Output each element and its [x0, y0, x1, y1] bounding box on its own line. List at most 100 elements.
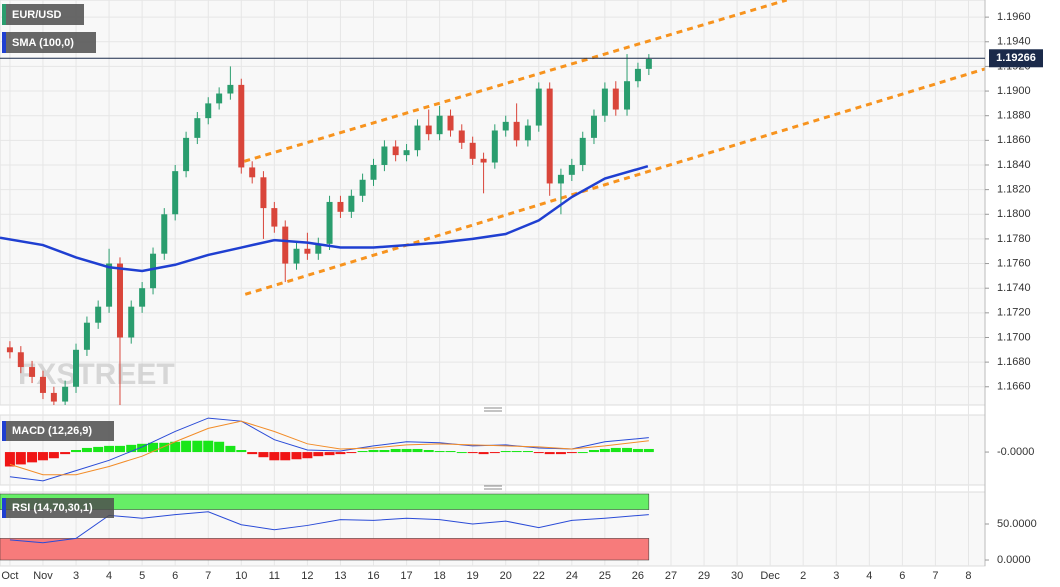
macd-histogram-bar — [522, 451, 533, 453]
macd-histogram-bar — [379, 450, 390, 453]
x-tick-label: 30 — [731, 570, 743, 582]
macd-histogram-bar — [269, 452, 280, 461]
candle-body — [612, 88, 619, 110]
x-tick-label: 27 — [665, 570, 677, 582]
candle-body — [6, 347, 13, 353]
candle-body — [271, 208, 278, 227]
x-tick-label: 4 — [106, 570, 112, 582]
macd-histogram-bar — [544, 452, 555, 455]
macd-histogram-bar — [203, 440, 214, 453]
candle-body — [491, 130, 498, 163]
last-price-box — [989, 49, 1043, 68]
macd-histogram-bar — [622, 447, 633, 453]
y-tick-label: 1.1780 — [997, 233, 1031, 245]
candle-body — [414, 125, 421, 151]
macd-histogram-bar — [489, 452, 500, 454]
candle-body — [304, 248, 311, 254]
y-tick-label: 1.1940 — [997, 36, 1031, 48]
candle-body — [161, 214, 168, 254]
macd-histogram-bar — [159, 442, 170, 453]
macd-label: MACD (12,26,9) — [2, 421, 114, 441]
candle-body — [83, 322, 90, 350]
y-tick-label: 1.1880 — [997, 110, 1031, 122]
macd-line — [9, 420, 649, 476]
x-tick-label: 12 — [301, 570, 313, 582]
macd-histogram-bar — [71, 450, 82, 453]
macd-histogram-bar — [324, 452, 335, 456]
candle-body — [194, 118, 201, 138]
macd-histogram-bar — [181, 440, 192, 453]
candle-body — [39, 376, 46, 393]
macd-histogram-bar — [357, 451, 368, 453]
rsi-label: RSI (14,70,30,1) — [2, 498, 114, 518]
candle-body — [513, 121, 520, 141]
macd-histogram-bar — [48, 452, 59, 459]
x-tick-label: 7 — [205, 570, 211, 582]
macd-histogram-bar — [500, 451, 511, 453]
candle-body — [502, 121, 509, 131]
x-tick-label: 2 — [800, 570, 806, 582]
macd-plot — [4, 417, 654, 482]
candle-body — [50, 392, 57, 402]
candle-body — [370, 164, 377, 180]
candle-body — [205, 103, 212, 119]
y-tick-label: 1.1960 — [997, 11, 1031, 23]
candle-body — [381, 146, 388, 165]
macd-histogram-bar — [335, 452, 346, 455]
x-tick-label: 29 — [698, 570, 710, 582]
x-tick-label: 13 — [334, 570, 346, 582]
y-tick-label: 1.1700 — [997, 331, 1031, 343]
y-tick-label: 1.1680 — [997, 356, 1031, 368]
x-tick-label: Nov — [33, 570, 53, 582]
rsi-line — [9, 511, 649, 544]
trend-line — [244, 67, 985, 296]
macd-histogram-bar — [346, 452, 357, 454]
macd-histogram-bar — [104, 445, 115, 453]
x-tick-label: 10 — [235, 570, 247, 582]
y-tick-label: 1.1740 — [997, 282, 1031, 294]
candle-body — [282, 226, 289, 264]
macd-histogram-bar — [577, 452, 588, 454]
y-tick-label: 1.1660 — [997, 381, 1031, 393]
x-tick-label: 5 — [139, 570, 145, 582]
macd-line — [9, 417, 649, 482]
x-tick-label: 6 — [172, 570, 178, 582]
candle-body — [392, 146, 399, 156]
candle-body — [348, 195, 355, 212]
axes: Oct Nov 3 4 5 6 7 10 11 12 13 16 17 18 19 20 22 24 25 26 27 2… — [0, 0, 1043, 582]
candle-body — [238, 84, 245, 168]
candle-body — [128, 306, 135, 338]
macd-histogram-bar — [60, 452, 71, 455]
macd-title: MACD (12,26,9) — [12, 425, 92, 437]
candle-body — [62, 386, 69, 402]
candle-body — [216, 93, 223, 104]
candle-body — [458, 130, 465, 143]
macd-histogram-bar — [566, 452, 577, 454]
candle-body — [645, 59, 652, 69]
candle-body — [447, 115, 454, 131]
candle-body — [557, 174, 564, 184]
sma-line — [0, 165, 649, 273]
y-tick-label: 50.0000 — [997, 518, 1037, 530]
candle-body — [315, 243, 322, 254]
macd-histogram-bar — [368, 450, 379, 453]
x-tick-label: 24 — [566, 570, 578, 582]
candle-body — [634, 68, 641, 82]
macd-histogram-bar — [126, 444, 137, 453]
sma-label: SMA (100,0) — [2, 32, 96, 53]
x-tick-label: 17 — [400, 570, 412, 582]
macd-histogram-bar — [643, 448, 654, 453]
macd-histogram-bar — [137, 443, 148, 453]
candle-body — [249, 167, 256, 178]
x-tick-label: 22 — [533, 570, 545, 582]
candle-body — [227, 84, 234, 94]
candle-body — [106, 263, 113, 307]
x-tick-label: 11 — [269, 570, 280, 582]
candle-body — [150, 253, 157, 289]
candle-body — [359, 179, 366, 196]
x-tick-label: Dec — [760, 570, 780, 582]
symbol: EUR/USD — [12, 9, 62, 21]
candle-body — [425, 125, 432, 135]
macd-histogram-bar — [478, 452, 489, 455]
candle-body — [535, 88, 542, 126]
